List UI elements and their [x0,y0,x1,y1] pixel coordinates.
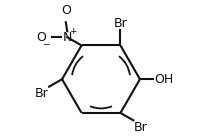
Text: N: N [63,31,72,44]
Text: O: O [61,4,71,17]
Text: −: − [42,39,50,48]
Text: Br: Br [35,87,48,100]
Text: O: O [36,31,46,44]
Text: Br: Br [114,17,127,30]
Text: OH: OH [154,73,173,86]
Text: Br: Br [134,121,148,134]
Text: +: + [69,27,76,36]
